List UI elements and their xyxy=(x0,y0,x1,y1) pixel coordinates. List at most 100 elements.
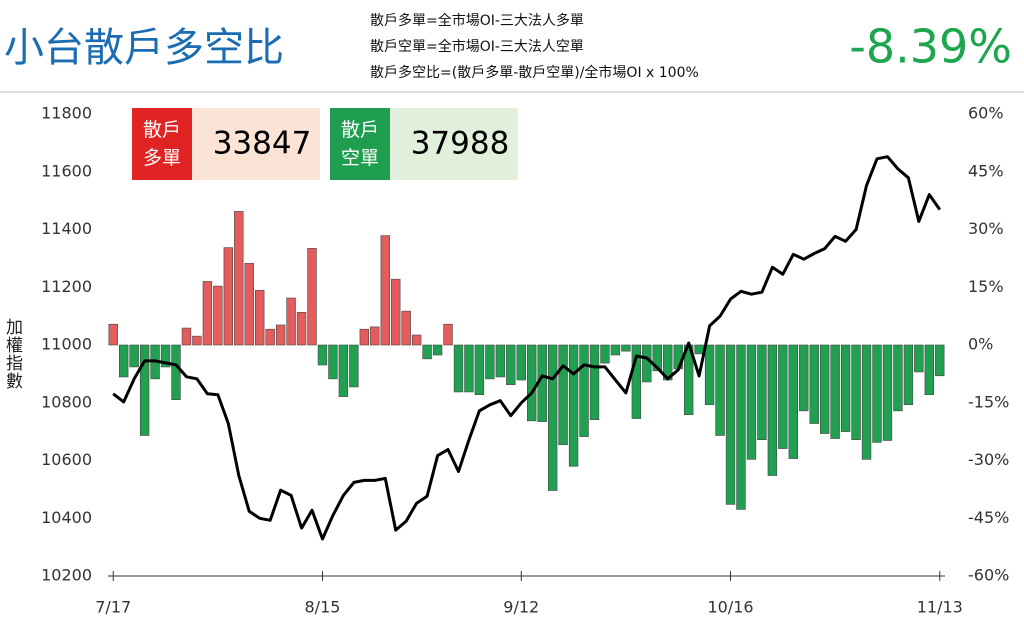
bar xyxy=(621,344,631,352)
bar xyxy=(296,311,307,346)
bar xyxy=(495,344,506,378)
bar xyxy=(213,285,223,346)
bar xyxy=(694,344,704,355)
bar xyxy=(401,310,411,346)
x-tick-label: 9/12 xyxy=(503,598,539,617)
bar xyxy=(370,326,380,346)
ratio: -8.39% xyxy=(849,20,1012,74)
bar xyxy=(485,344,495,380)
bar xyxy=(516,344,526,381)
bar xyxy=(652,344,662,372)
y-tick-label: 11400 xyxy=(41,219,92,238)
bar xyxy=(464,344,474,393)
bar xyxy=(851,344,861,441)
y2-tick-label: 60% xyxy=(968,104,1004,123)
bar xyxy=(935,344,945,377)
y-tick-label: 10400 xyxy=(41,508,92,527)
long-label-wrap: 散戶多單 xyxy=(142,119,181,169)
long-label: 散戶多單 xyxy=(142,119,181,169)
bar xyxy=(568,344,579,467)
bar xyxy=(579,344,589,437)
bar xyxy=(474,344,485,395)
bar xyxy=(265,328,275,346)
bar xyxy=(736,344,746,510)
bar xyxy=(704,344,715,405)
bar xyxy=(181,327,192,346)
bar xyxy=(882,344,893,441)
y-tick-label: 11800 xyxy=(41,104,92,123)
bar xyxy=(809,344,819,424)
bar xyxy=(527,344,537,422)
long-value: 33847 xyxy=(213,126,312,162)
bar xyxy=(631,344,642,419)
bar xyxy=(171,344,181,400)
y2-tick-label: -15% xyxy=(968,392,1009,411)
bar xyxy=(255,290,265,346)
x-tick-label: 8/15 xyxy=(305,598,341,617)
bar xyxy=(861,344,872,460)
bar xyxy=(192,335,202,346)
bar xyxy=(443,323,453,346)
long-label-box xyxy=(132,108,192,180)
bar xyxy=(432,344,443,356)
x-tick-label: 10/16 xyxy=(707,598,753,617)
formula: 散戶空單=全市場OI-三大法人空單 xyxy=(370,38,584,55)
formula: 散戶多空比=(散戶多單-散戶空單)/全市場OI x 100% xyxy=(370,64,699,81)
y2-tick-label: -30% xyxy=(968,450,1009,469)
bar xyxy=(349,344,359,388)
bar xyxy=(129,344,139,368)
bar xyxy=(799,344,809,412)
bar xyxy=(757,344,767,441)
bar xyxy=(139,344,150,436)
bar xyxy=(893,344,903,412)
bar xyxy=(359,328,370,346)
bar xyxy=(924,344,935,395)
y-tick-label: 10600 xyxy=(41,450,92,469)
y-tick-label: 11000 xyxy=(41,335,92,354)
bar xyxy=(160,344,171,368)
bar xyxy=(830,344,840,439)
bar xyxy=(223,247,234,346)
y2-tick-label: -60% xyxy=(968,566,1009,585)
x-tick-label: 11/13 xyxy=(917,598,963,617)
long-value-box xyxy=(192,108,320,180)
y2-tick-label: 30% xyxy=(968,219,1004,238)
line xyxy=(112,155,942,541)
bar xyxy=(589,344,600,420)
bar xyxy=(558,344,568,446)
x-tick-label: 7/17 xyxy=(95,598,131,617)
y-tick-label: 11600 xyxy=(41,161,92,180)
short-label-box xyxy=(330,108,390,180)
bar xyxy=(244,263,254,346)
bar xyxy=(819,344,830,434)
bar xyxy=(328,344,338,380)
bar xyxy=(108,323,118,346)
bar xyxy=(914,344,924,373)
bar xyxy=(903,344,914,405)
y-axis-title: 加權指數 xyxy=(2,318,22,390)
bar xyxy=(840,344,851,432)
y-tick-label: 10800 xyxy=(41,392,92,411)
bar xyxy=(610,344,621,356)
bar xyxy=(338,344,349,397)
short-value-box xyxy=(390,108,518,180)
bar xyxy=(506,344,516,385)
y2-tick-label: -45% xyxy=(968,508,1009,527)
short-label: 散戶空單 xyxy=(340,119,379,169)
bar xyxy=(547,344,558,491)
y-tick-label: 11200 xyxy=(41,277,92,296)
formula: 散戶多單=全市場OI-三大法人多單 xyxy=(370,12,584,29)
y2-tick-label: 45% xyxy=(968,161,1004,180)
bar xyxy=(286,297,296,346)
y2-tick-label: 15% xyxy=(968,277,1004,296)
bar xyxy=(725,344,736,505)
bar xyxy=(642,344,652,383)
bar xyxy=(778,344,788,449)
bar xyxy=(391,278,401,346)
bar xyxy=(715,344,725,436)
bar xyxy=(767,344,778,476)
y2-tick-label: 0% xyxy=(968,335,993,354)
y-tick-label: 10200 xyxy=(41,566,92,585)
bar xyxy=(275,324,286,346)
